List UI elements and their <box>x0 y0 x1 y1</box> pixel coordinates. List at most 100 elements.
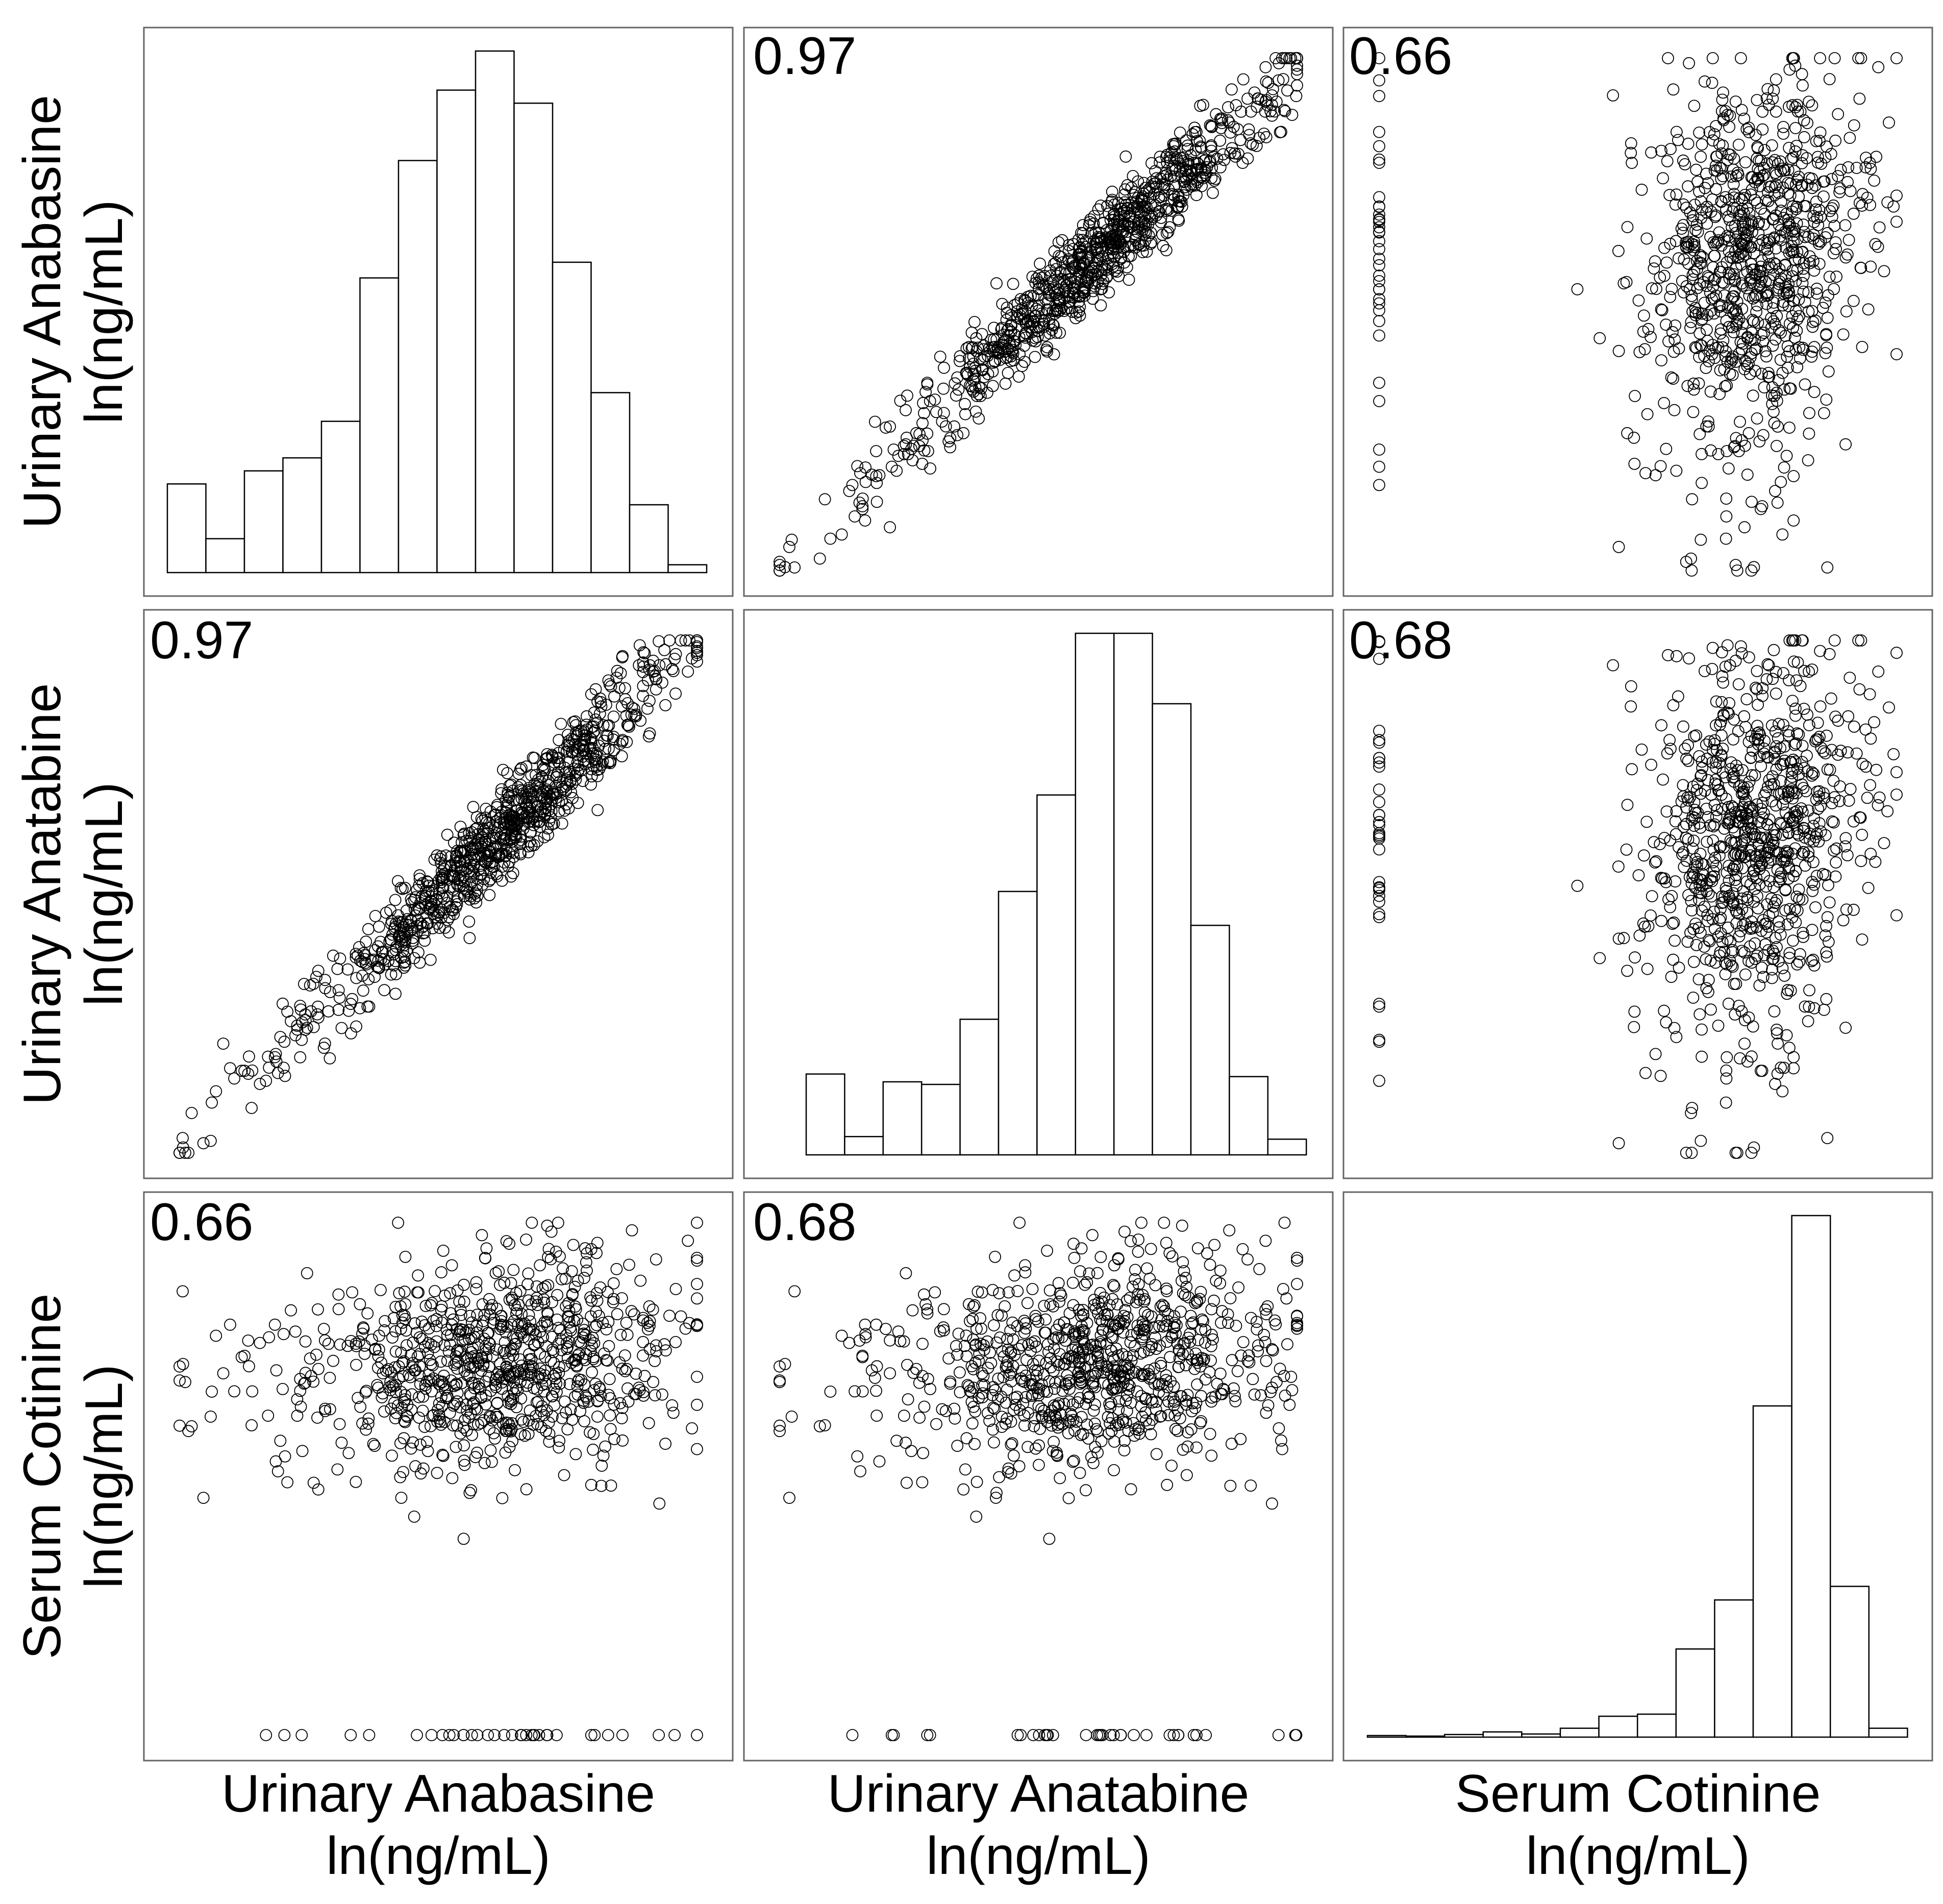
scatter-point <box>483 857 496 870</box>
scatter-point <box>611 1308 624 1321</box>
scatter-point <box>870 477 883 489</box>
scatter-point <box>505 816 517 829</box>
scatter-point <box>1072 233 1085 246</box>
scatter-point <box>1160 205 1173 217</box>
scatter-point <box>653 635 665 648</box>
scatter-point <box>650 683 662 696</box>
scatter-point <box>1789 178 1802 191</box>
scatter-point <box>905 1445 917 1457</box>
scatter-point <box>1734 1052 1746 1065</box>
scatter-point <box>1026 1283 1039 1295</box>
scatter-point <box>637 646 650 659</box>
scatter-point <box>643 1343 656 1355</box>
scatter-point <box>1816 302 1829 314</box>
scatter-point <box>1772 374 1785 386</box>
scatter-point <box>277 1382 289 1395</box>
scatter-point <box>1791 98 1804 111</box>
scatter-point <box>1095 282 1108 295</box>
scatter-point <box>1291 1251 1303 1264</box>
scatter-point <box>431 918 444 930</box>
scatter-point <box>1138 220 1151 233</box>
scatter-point <box>1672 252 1685 265</box>
panel-frame-r1c1 <box>743 609 1334 1179</box>
scatter-point <box>224 1062 236 1075</box>
scatter-point <box>1180 1469 1193 1481</box>
scatter-point <box>788 561 801 574</box>
scatter-point <box>1828 219 1841 232</box>
scatter-point <box>1702 270 1714 282</box>
scatter-point <box>1275 126 1287 138</box>
scatter-point <box>1087 1456 1100 1469</box>
scatter-point <box>1684 206 1697 219</box>
scatter-point <box>322 1338 335 1350</box>
scatter-point <box>542 1243 555 1255</box>
scatter-point <box>642 1417 655 1429</box>
scatter-point <box>451 1284 464 1297</box>
scatter-point <box>625 1305 638 1318</box>
scatter-point <box>507 1264 520 1276</box>
scatter-point <box>1734 336 1747 348</box>
scatter-point <box>1741 906 1754 919</box>
scatter-point <box>1702 177 1714 189</box>
scatter-point <box>1680 241 1692 254</box>
scatter-point <box>1763 236 1776 249</box>
scatter-point <box>1002 367 1014 379</box>
scatter-point <box>1223 116 1236 129</box>
scatter-point <box>1230 1320 1242 1332</box>
scatter-point <box>647 1376 659 1389</box>
scatter-point <box>1128 215 1140 228</box>
scatter-point <box>675 1310 687 1323</box>
scatter-point <box>591 804 604 817</box>
scatter-point <box>1006 343 1019 356</box>
scatter-point <box>1075 246 1088 259</box>
scatter-point <box>278 1729 291 1741</box>
scatter-point <box>1125 181 1138 194</box>
scatter-point <box>682 1234 694 1247</box>
scatter-point <box>1133 237 1146 250</box>
scatter-point <box>522 1427 535 1440</box>
scatter-point <box>278 1035 291 1048</box>
scatter-point <box>634 1274 647 1287</box>
scatter-point <box>1824 763 1836 776</box>
scatter-point <box>1665 283 1678 295</box>
scatter-point <box>538 1385 551 1398</box>
scatter-point <box>418 934 431 947</box>
scatter-point <box>1708 250 1721 262</box>
scatter-point <box>1760 298 1773 310</box>
scatter-point <box>578 1415 590 1427</box>
scatter-point <box>324 986 336 998</box>
scatter-point <box>1054 1472 1066 1485</box>
scatter-point <box>1743 368 1756 380</box>
scatter-point <box>539 802 552 814</box>
scatter-point <box>1790 203 1803 215</box>
scatter-point <box>616 650 629 662</box>
scatter-point <box>856 500 869 512</box>
scatter-point <box>1793 948 1806 960</box>
scatter-point <box>1105 241 1118 254</box>
scatter-point <box>1779 883 1792 896</box>
scatter-point <box>1802 305 1815 318</box>
scatter-point <box>412 1286 425 1299</box>
scatter-point <box>1827 247 1840 260</box>
scatter-point <box>458 827 470 840</box>
scatter-point <box>507 847 520 859</box>
scatter-point <box>1373 395 1385 407</box>
scatter-point <box>1729 356 1742 368</box>
scatter-point <box>464 858 477 871</box>
scatter-point <box>675 634 687 647</box>
scatter-point <box>1373 815 1385 828</box>
scatter-point <box>1766 770 1779 783</box>
scatter-point <box>1617 277 1630 290</box>
scatter-point <box>1192 1334 1205 1346</box>
scatter-point <box>1693 428 1706 440</box>
scatter-point <box>445 1259 458 1272</box>
scatter-point <box>1036 278 1049 291</box>
scatter-point <box>1698 75 1711 88</box>
scatter-point <box>1706 77 1718 89</box>
scatter-point <box>1214 1264 1227 1277</box>
scatter-point <box>486 1455 498 1468</box>
scatter-point <box>1094 200 1107 212</box>
scatter-point <box>490 842 503 854</box>
scatter-point <box>1771 1068 1784 1080</box>
scatter-point <box>835 528 848 541</box>
